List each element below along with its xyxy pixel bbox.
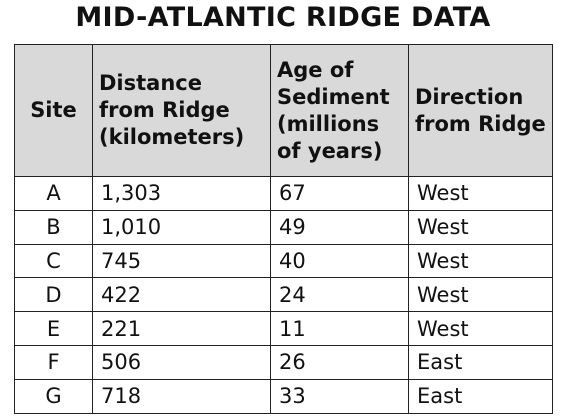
data-table: Site Distance from Ridge (kilometers) Ag… [14, 44, 553, 414]
cell-distance: 745 [92, 243, 271, 279]
cell-distance: 1,303 [92, 176, 271, 211]
table-row: D 422 24 West [14, 277, 553, 313]
cell-age: 49 [270, 209, 409, 245]
cell-direction: West [408, 243, 553, 279]
cell-site: D [14, 277, 93, 313]
cell-direction: East [408, 378, 553, 414]
cell-distance: 718 [92, 378, 271, 414]
cell-direction: West [408, 311, 553, 346]
cell-site: E [14, 311, 93, 346]
cell-age: 24 [270, 277, 409, 313]
cell-age: 11 [270, 311, 409, 346]
table-body: A 1,303 67 West B 1,010 49 West C 745 40… [14, 176, 553, 414]
table-row: C 745 40 West [14, 243, 553, 279]
cell-distance: 221 [92, 311, 271, 346]
column-header-age: Age of Sediment (millions of years) [270, 44, 409, 177]
table-title: MID-ATLANTIC RIDGE DATA [75, 2, 491, 33]
column-header-distance: Distance from Ridge (kilometers) [92, 44, 271, 177]
cell-direction: West [408, 176, 553, 211]
cell-direction: East [408, 344, 553, 380]
cell-age: 26 [270, 344, 409, 380]
cell-direction: West [408, 277, 553, 313]
cell-site: C [14, 243, 93, 279]
cell-distance: 506 [92, 344, 271, 380]
table-row: F 506 26 East [14, 344, 553, 380]
column-header-site: Site [14, 44, 93, 177]
table-row: E 221 11 West [14, 311, 553, 346]
cell-site: B [14, 209, 93, 245]
cell-site: G [14, 378, 93, 414]
cell-direction: West [408, 209, 553, 245]
cell-distance: 1,010 [92, 209, 271, 245]
cell-site: F [14, 344, 93, 380]
cell-site: A [14, 176, 93, 211]
cell-distance: 422 [92, 277, 271, 313]
table-row: A 1,303 67 West [14, 176, 553, 211]
cell-age: 33 [270, 378, 409, 414]
header-row: Site Distance from Ridge (kilometers) Ag… [14, 44, 553, 177]
table-row: G 718 33 East [14, 378, 553, 414]
column-header-direction: Direction from Ridge [408, 44, 553, 177]
table-header: Site Distance from Ridge (kilometers) Ag… [14, 44, 553, 177]
table-row: B 1,010 49 West [14, 209, 553, 245]
cell-age: 67 [270, 176, 409, 211]
cell-age: 40 [270, 243, 409, 279]
